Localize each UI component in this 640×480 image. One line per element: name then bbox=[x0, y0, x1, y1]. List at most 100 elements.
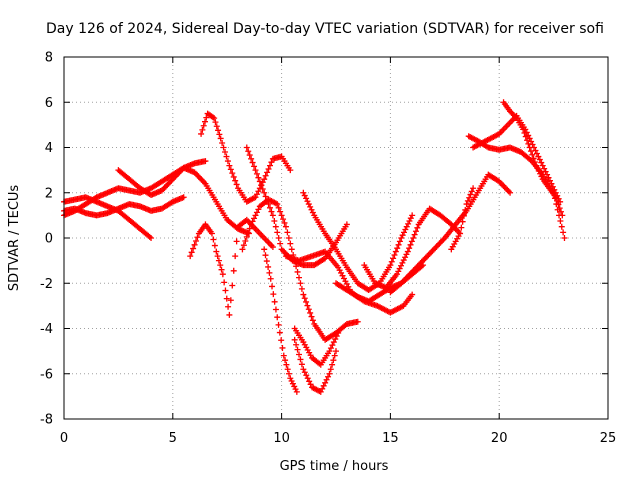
data-point bbox=[294, 268, 301, 275]
data-point bbox=[249, 218, 256, 225]
data-point bbox=[542, 168, 549, 175]
y-tick-label: 6 bbox=[45, 96, 53, 111]
data-point bbox=[525, 140, 532, 147]
data-point bbox=[529, 151, 536, 158]
data-point bbox=[304, 375, 311, 382]
data-point bbox=[298, 361, 305, 368]
data-point bbox=[327, 366, 334, 373]
data-point bbox=[148, 235, 155, 241]
tick-labels: 0 5 10 15 20 25 -8 -6 -4 -2 0 2 4 6 8 bbox=[40, 51, 616, 447]
data-point bbox=[266, 204, 273, 211]
data-point bbox=[307, 381, 314, 388]
data-point bbox=[403, 251, 410, 258]
data-point bbox=[533, 150, 540, 157]
data-point bbox=[287, 167, 294, 174]
data-point bbox=[261, 246, 268, 253]
y-axis-label: SDTVAR / TECUs bbox=[7, 185, 22, 292]
data-point bbox=[265, 165, 272, 172]
data-point bbox=[274, 201, 281, 208]
data-point bbox=[232, 177, 239, 184]
data-point bbox=[281, 219, 288, 226]
data-point bbox=[269, 283, 276, 290]
data-point bbox=[307, 309, 314, 316]
data-point bbox=[530, 155, 537, 162]
data-point bbox=[468, 188, 475, 195]
data-point bbox=[269, 212, 276, 219]
data-point bbox=[251, 163, 258, 170]
data-point bbox=[405, 220, 412, 227]
data-point bbox=[462, 206, 469, 213]
data-point bbox=[309, 317, 316, 324]
data-point bbox=[538, 173, 545, 180]
data-point bbox=[272, 223, 279, 230]
data-point bbox=[557, 208, 564, 215]
data-point bbox=[217, 262, 224, 269]
data-point bbox=[224, 158, 231, 165]
series-arc-c bbox=[61, 194, 187, 219]
data-point bbox=[288, 377, 295, 384]
y-tick-label: -8 bbox=[40, 413, 53, 428]
series-arc-e bbox=[187, 216, 276, 318]
data-point bbox=[401, 229, 407, 236]
data-point bbox=[538, 159, 545, 166]
data-point bbox=[297, 356, 304, 363]
data-point bbox=[232, 253, 239, 260]
data-point bbox=[253, 191, 260, 198]
data-point bbox=[402, 254, 409, 261]
data-point bbox=[326, 370, 333, 377]
y-tick-label: 4 bbox=[45, 141, 53, 156]
data-point bbox=[335, 330, 342, 337]
data-point bbox=[253, 170, 260, 177]
data-point bbox=[271, 218, 278, 225]
data-point bbox=[305, 201, 312, 208]
data-point bbox=[332, 336, 339, 343]
data-point bbox=[268, 159, 275, 166]
data-point bbox=[297, 280, 304, 287]
data-point bbox=[390, 255, 397, 262]
data-point bbox=[294, 346, 301, 353]
data-point bbox=[398, 262, 405, 269]
data-point bbox=[300, 366, 307, 373]
data-point bbox=[521, 130, 528, 137]
data-point bbox=[187, 253, 194, 260]
data-point bbox=[470, 185, 477, 192]
data-point bbox=[282, 357, 289, 364]
x-tick-label: 15 bbox=[382, 431, 399, 446]
data-point bbox=[343, 221, 350, 228]
data-point bbox=[248, 155, 255, 162]
data-point bbox=[213, 123, 220, 130]
y-tick-label: -2 bbox=[40, 277, 53, 292]
data-point bbox=[275, 235, 282, 241]
data-point bbox=[261, 176, 268, 183]
data-point bbox=[555, 201, 562, 208]
data-point bbox=[288, 246, 295, 253]
data-point bbox=[217, 135, 224, 142]
data-point bbox=[414, 224, 421, 231]
data-point bbox=[399, 259, 406, 266]
series-arc-a bbox=[61, 194, 155, 241]
data-point bbox=[233, 238, 240, 245]
data-point bbox=[278, 337, 285, 344]
y-tick-label: 0 bbox=[45, 232, 53, 247]
x-axis-label: GPS time / hours bbox=[280, 459, 389, 474]
data-point bbox=[399, 232, 406, 239]
data-point bbox=[245, 229, 252, 236]
y-tick-label: -4 bbox=[40, 322, 53, 337]
data-point bbox=[280, 216, 287, 223]
data-point bbox=[459, 218, 466, 225]
data-point bbox=[240, 242, 247, 249]
data-point bbox=[527, 148, 534, 155]
series-arc-o bbox=[361, 205, 464, 291]
data-point bbox=[267, 275, 274, 282]
data-point bbox=[255, 188, 262, 195]
data-point bbox=[276, 329, 283, 336]
data-point bbox=[308, 313, 315, 320]
data-point bbox=[266, 269, 273, 276]
data-point bbox=[396, 238, 403, 245]
data-point bbox=[533, 162, 540, 169]
data-point bbox=[274, 314, 281, 321]
data-point bbox=[226, 311, 233, 318]
series-arc-g bbox=[243, 144, 350, 269]
data-point bbox=[259, 185, 266, 192]
data-point bbox=[246, 152, 253, 159]
